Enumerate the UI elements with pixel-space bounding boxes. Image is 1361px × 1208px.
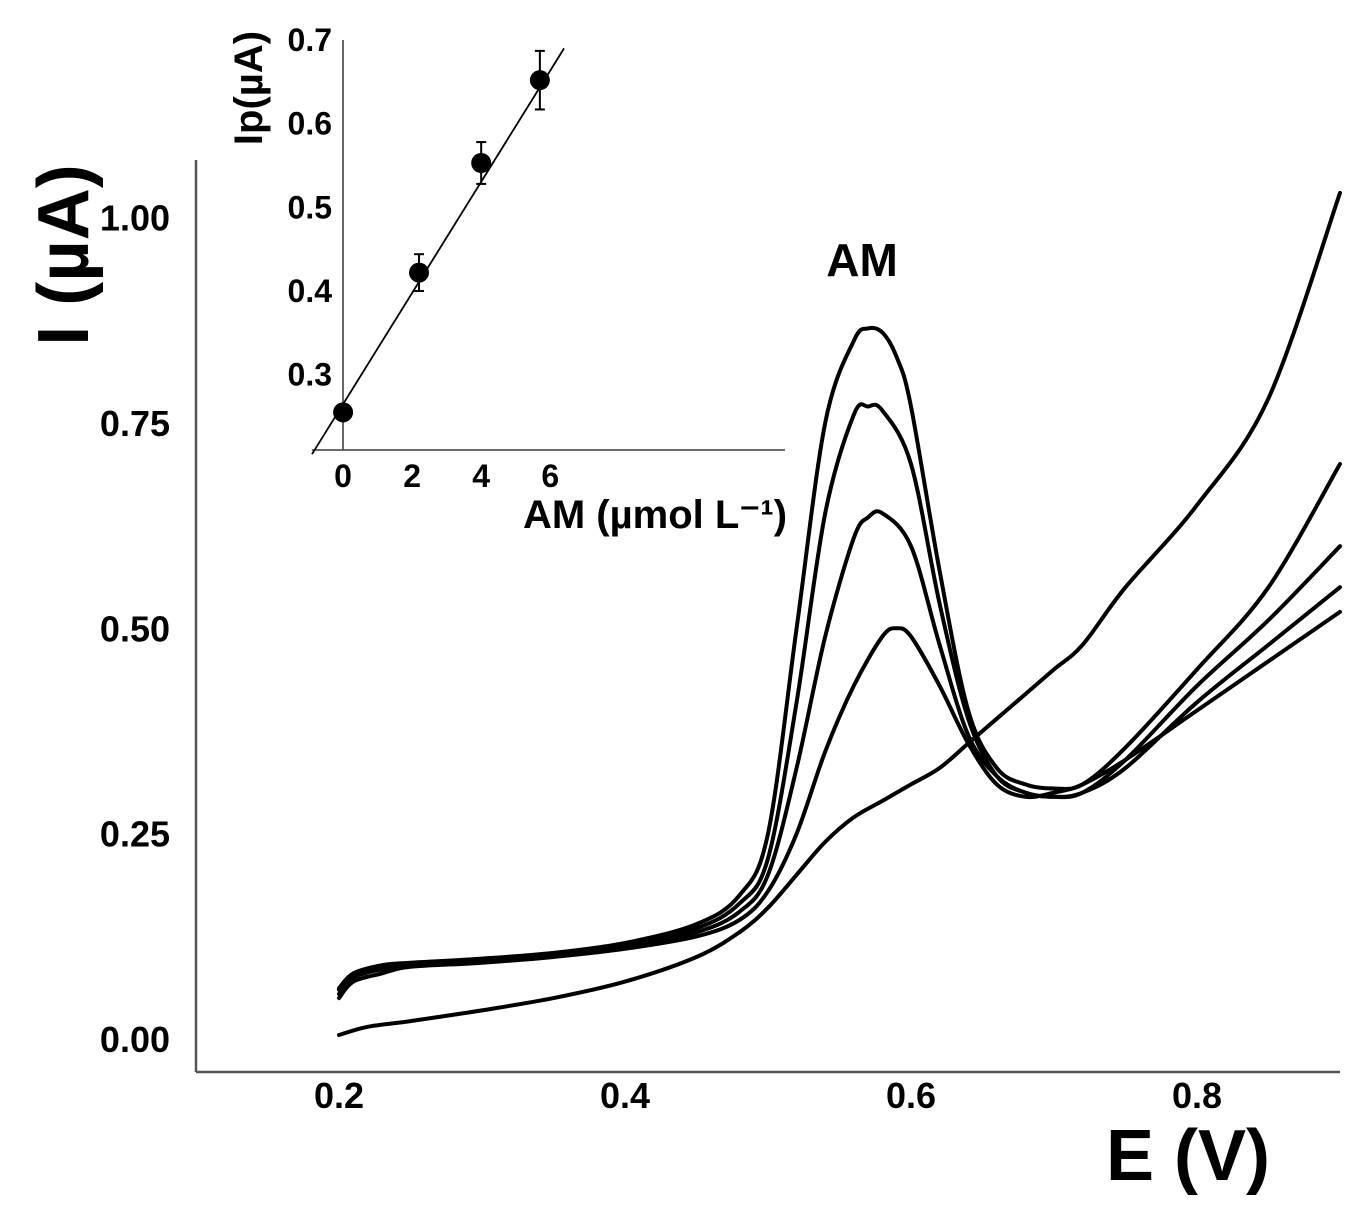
inset-data-point-4	[529, 70, 550, 91]
main-x-tick-label: 0.6	[886, 1075, 936, 1116]
main-y-axis-title: I (µA)	[24, 164, 104, 345]
inset-x-tick-label: 2	[403, 458, 421, 494]
main-y-tick-label: 0.50	[100, 608, 170, 649]
inset-y-axis-title: Ip(µA)	[227, 31, 271, 145]
inset-y-tick-label: 0.6	[288, 106, 332, 142]
main-y-tick-labels: 0.00 0.25 0.50 0.75 1.00	[100, 198, 170, 1061]
main-x-tick-label: 0.8	[1172, 1075, 1222, 1116]
main-plot: 0.2 0.4 0.6 0.8 0.000.250.500.751.00 AM E (…	[24, 160, 1342, 1196]
inset-data-point-2	[409, 262, 430, 283]
voltammogram-curve-3	[337, 509, 1342, 996]
inset-x-tick-labels: 0 2 4 6	[334, 458, 559, 494]
main-series-lines	[337, 190, 1342, 1037]
main-y-tick-label: 0.75	[100, 403, 170, 444]
inset-y-tick-label: 0.3	[288, 357, 332, 393]
voltammogram-curve-5	[337, 325, 1342, 991]
inset-x-tick-label: 6	[541, 458, 559, 494]
main-x-tick-label: 0.2	[314, 1075, 364, 1116]
peak-annotation: AM	[826, 234, 898, 286]
inset-y-tick-label: 0.5	[288, 189, 332, 225]
inset-data-points	[333, 49, 550, 423]
main-y-tick-label: 0.25	[100, 814, 170, 855]
main-y-tick-label: 0.00	[100, 1019, 170, 1060]
main-x-axis-title: E (V)	[1106, 1116, 1270, 1196]
inset-y-tick-label: 0.7	[288, 22, 332, 58]
main-y-tick-label: 1.00	[100, 198, 170, 239]
inset-y-tick-labels: 0.3 0.4 0.5 0.6 0.7	[288, 22, 333, 393]
inset-x-tick-label: 4	[472, 458, 490, 494]
main-x-tick-label: 0.4	[600, 1075, 650, 1116]
voltammogram-curve-1	[337, 190, 1342, 1037]
main-x-tick-labels: 0.2 0.4 0.6 0.8	[314, 1075, 1222, 1116]
inset-y-tick-label: 0.4	[288, 273, 333, 309]
inset-data-point-1	[333, 402, 354, 423]
inset-data-point-3	[471, 153, 492, 173]
inset-regression-line	[311, 47, 565, 455]
inset-x-axis-title: AM (µmol L⁻¹)	[523, 493, 787, 537]
inset-plot: 0 2 4 6 0.3 0.4 0.5 0.6 0.7 AM (µmol L⁻¹) Ip(µA…	[227, 22, 787, 537]
inset-x-tick-label: 0	[334, 458, 352, 494]
voltammogram-curve-2	[337, 609, 1342, 1001]
